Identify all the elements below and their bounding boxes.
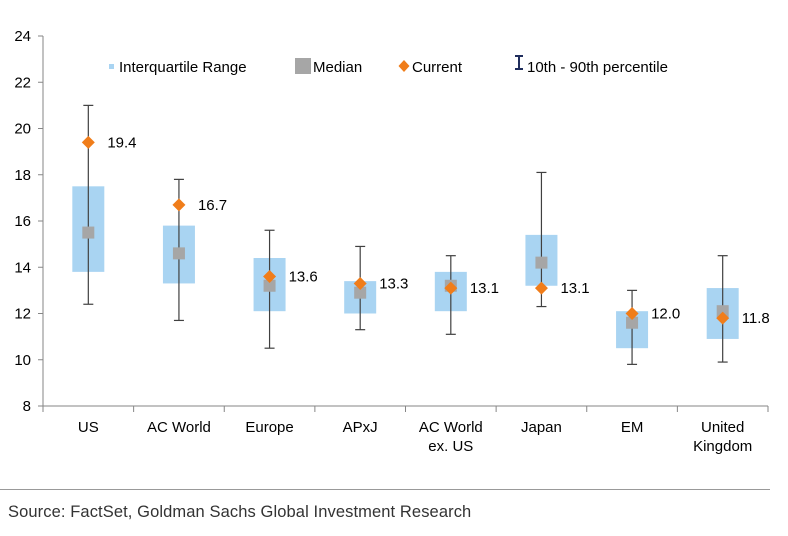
- legend-whisker-icon: [515, 55, 523, 70]
- category-group-4: 13.1 AC World ex. US: [419, 255, 499, 455]
- median-marker: [263, 279, 276, 292]
- category-label: Japan: [521, 419, 562, 436]
- median-marker: [626, 316, 639, 329]
- y-tick-label: 16: [14, 213, 31, 230]
- current-marker: [353, 276, 367, 290]
- category-label: AC World ex. US: [419, 419, 483, 455]
- current-marker: [444, 281, 458, 295]
- category-label-line: US: [78, 419, 99, 436]
- current-value-label: 13.3: [379, 275, 408, 292]
- current-marker: [716, 311, 730, 325]
- category-group-7: 11.8 United Kingdom: [693, 255, 770, 455]
- y-tick-label: 10: [14, 352, 31, 369]
- y-tick-label: 14: [14, 259, 31, 276]
- legend: Interquartile Range Median Current 10th …: [109, 55, 668, 76]
- category-group-2: 13.6 Europe: [245, 229, 318, 436]
- category-label-line: United: [701, 419, 744, 436]
- current-value-label: 13.1: [470, 280, 499, 297]
- category-label: US: [78, 419, 99, 436]
- category-group-6: 12.0 EM: [616, 289, 680, 436]
- legend-iqr-swatch: [109, 64, 114, 69]
- median-marker: [172, 247, 185, 260]
- legend-median-swatch: [295, 58, 311, 74]
- category-label-line: Japan: [521, 419, 562, 436]
- category-group-1: 16.7 AC World: [147, 178, 227, 436]
- category-group-0: 19.4 US: [72, 104, 137, 436]
- y-tick-label: 20: [14, 121, 31, 138]
- current-marker: [534, 281, 548, 295]
- current-value-label: 11.8: [742, 310, 770, 327]
- category-label: EM: [621, 419, 644, 436]
- category-label-line: Europe: [245, 419, 293, 436]
- legend-percentile-label: 10th - 90th percentile: [527, 59, 668, 76]
- category-group-3: 13.3 APxJ: [343, 245, 408, 436]
- category-label-line: ex. US: [428, 438, 473, 455]
- median-marker: [354, 286, 367, 299]
- y-tick-label: 22: [14, 74, 31, 91]
- legend-current-label: Current: [412, 59, 463, 76]
- median-marker: [535, 256, 548, 269]
- current-value-label: 13.6: [289, 269, 318, 286]
- current-marker: [263, 270, 277, 283]
- category-group-5: 13.1 Japan: [521, 171, 590, 436]
- category-label-line: AC World: [147, 419, 211, 436]
- y-tick-label: 18: [14, 167, 31, 184]
- current-value-label: 19.4: [107, 134, 136, 151]
- current-marker: [172, 198, 186, 212]
- median-marker: [716, 305, 729, 318]
- category-label: AC World: [147, 419, 211, 436]
- category-label-line: AC World: [419, 419, 483, 436]
- current-value-label: 13.1: [560, 280, 589, 297]
- category-label: United Kingdom: [693, 419, 752, 455]
- current-marker: [625, 307, 639, 320]
- current-value-label: 12.0: [651, 306, 680, 323]
- category-label-line: Kingdom: [693, 438, 752, 455]
- box-plot-chart: 8 10 12 14 16 18 20 22 24 19.4 US 16.7 AC World 13.6 E…: [14, 28, 770, 455]
- median-marker: [82, 226, 95, 239]
- category-label: APxJ: [343, 419, 378, 436]
- legend-iqr-label: Interquartile Range: [119, 59, 247, 76]
- category-label: Europe: [245, 419, 293, 436]
- current-value-label: 16.7: [198, 197, 227, 214]
- separator-line: [0, 489, 770, 490]
- current-marker: [81, 135, 95, 149]
- y-tick-label: 24: [14, 28, 31, 45]
- category-label-line: EM: [621, 419, 644, 436]
- y-tick-label: 8: [23, 398, 31, 415]
- category-label-line: APxJ: [343, 419, 378, 436]
- legend-median-label: Median: [313, 59, 362, 76]
- legend-current-marker: [398, 60, 410, 72]
- source-note: Source: FactSet, Goldman Sachs Global In…: [8, 503, 472, 521]
- y-tick-label: 12: [14, 306, 31, 323]
